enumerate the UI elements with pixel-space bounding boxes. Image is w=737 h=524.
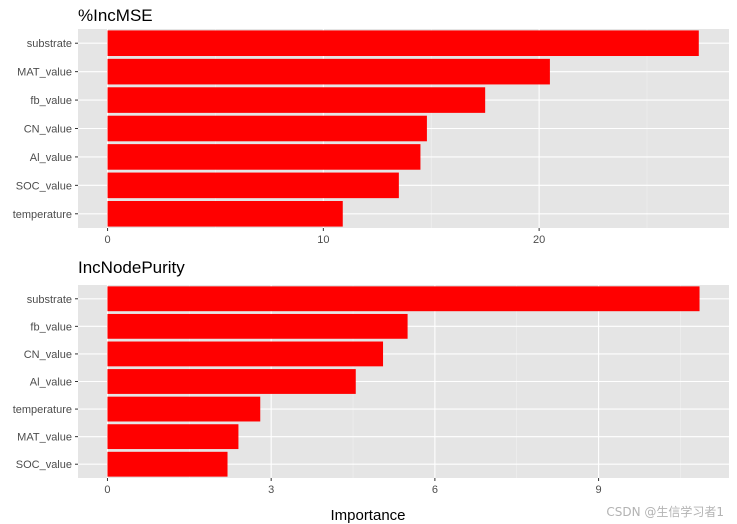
bar-mat-value	[107, 424, 239, 450]
y-tick-label-al-value: Al_value	[30, 152, 72, 164]
x-tick-label: 0	[104, 234, 110, 246]
panel-incnodepurity: IncNodePurity substrate fb_value CN_value A…	[13, 258, 729, 496]
panel-incmse: %IncMSE substrate MAT_value fb_value CN_val…	[13, 6, 729, 246]
x-tick-label: 10	[317, 234, 329, 246]
x-tick-label: 9	[596, 484, 602, 496]
csdn-watermark: CSDN @生信学习者1	[606, 504, 724, 519]
bar-fb-value	[107, 87, 486, 113]
y-tick-label-fb-value: fb_value	[30, 321, 72, 333]
y-tick-label-cn-value: CN_value	[24, 124, 72, 136]
y-tick-label-temperature: temperature	[13, 404, 72, 416]
y-tick-label-mat-value: MAT_value	[17, 67, 72, 79]
x-tick-label: 3	[268, 484, 274, 496]
y-tick-label-mat-value: MAT_value	[17, 432, 72, 444]
bar-fb-value	[107, 313, 408, 339]
bar-al-value	[107, 369, 356, 394]
bar-soc-value	[107, 172, 399, 199]
panel-area-incnodepurity: substrate fb_value CN_value Al_valuetempera…	[13, 285, 729, 496]
bar-temperature	[107, 396, 261, 422]
bar-al-value	[107, 144, 421, 170]
y-tick-label-fb-value: fb_value	[30, 95, 72, 107]
y-tick-label-cn-value: CN_value	[24, 349, 72, 361]
bar-substrate	[107, 286, 700, 312]
bar-temperature	[107, 200, 343, 227]
bar-substrate	[107, 30, 699, 57]
bar-mat-value	[107, 58, 550, 85]
y-tick-label-al-value: Al_value	[30, 377, 72, 389]
panel-title-incnodepurity: IncNodePurity	[78, 258, 185, 277]
panel-area-incmse: substrate MAT_value fb_value CN_value Al_val…	[13, 29, 729, 246]
y-tick-label-substrate: substrate	[27, 38, 72, 50]
bar-cn-value	[107, 341, 384, 367]
bar-cn-value	[107, 115, 427, 142]
y-tick-label-temperature: temperature	[13, 209, 72, 221]
y-tick-label-soc-value: SOC_value	[16, 459, 72, 471]
panel-title-incmse: %IncMSE	[78, 6, 153, 25]
y-tick-label-substrate: substrate	[27, 294, 72, 306]
y-tick-label-soc-value: SOC_value	[16, 180, 72, 192]
x-axis-title: Importance	[330, 507, 405, 524]
bar-soc-value	[107, 451, 228, 477]
x-tick-label: 20	[533, 234, 545, 246]
x-tick-label: 6	[432, 484, 438, 496]
x-tick-label: 0	[104, 484, 110, 496]
